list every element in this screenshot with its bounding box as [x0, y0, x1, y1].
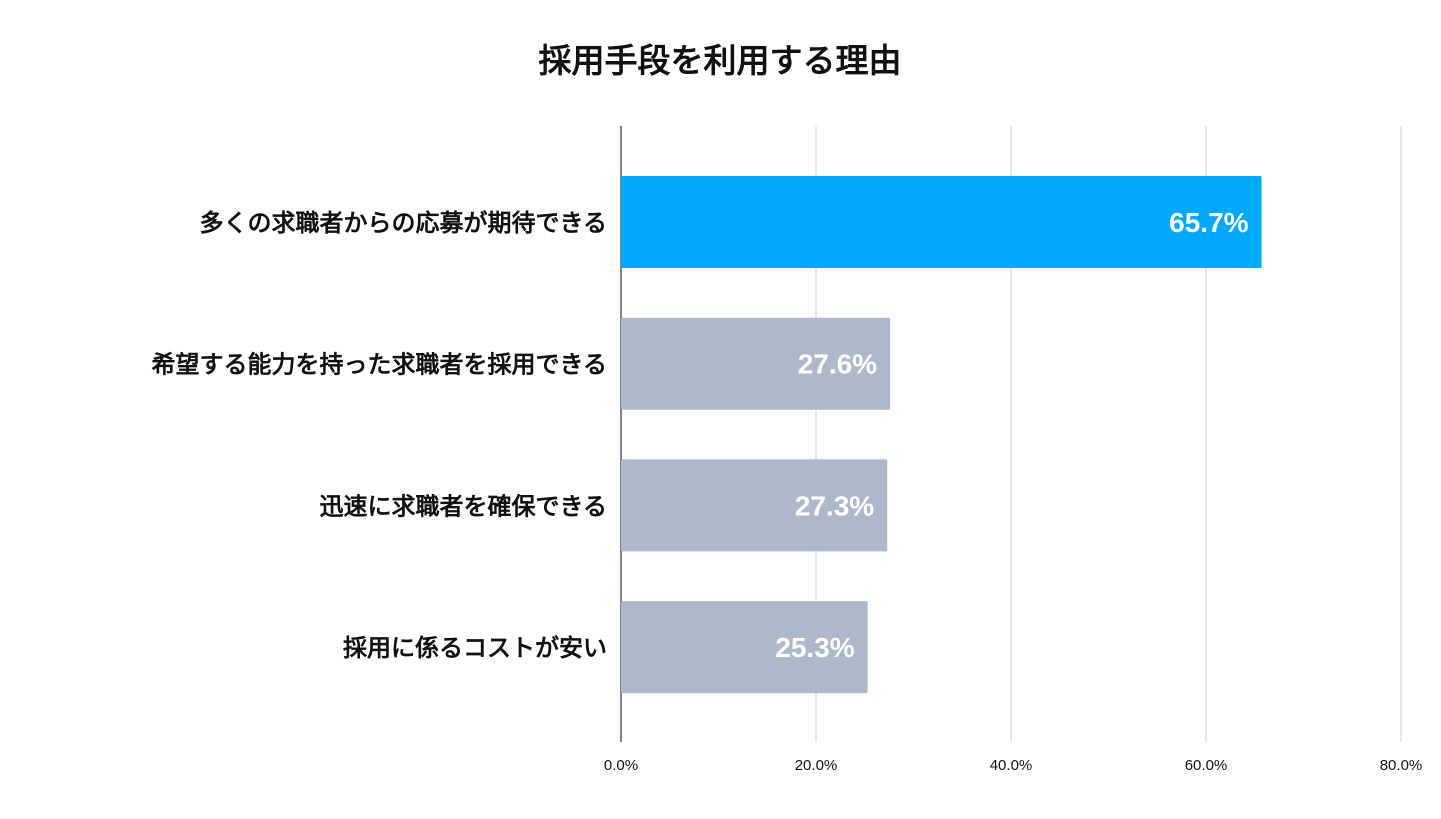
bar-value-label: 65.7%: [1169, 207, 1248, 238]
x-tick-label: 40.0%: [990, 757, 1033, 774]
bar: [621, 601, 868, 694]
bars: 65.7% 27.6% 27.3% 25.3%: [621, 176, 1262, 694]
chart-title: 採用手段を利用する理由: [539, 41, 902, 80]
category-label: 希望する能力を持った求職者を採用できる: [151, 351, 607, 379]
x-tick-label: 0.0%: [604, 757, 638, 774]
x-tick-label: 80.0%: [1380, 757, 1423, 774]
x-axis-ticks: 0.0% 20.0% 40.0% 60.0% 80.0%: [604, 757, 1422, 774]
bar-value-label: 27.3%: [795, 490, 874, 521]
category-label: 多くの求職者からの応募が期待できる: [199, 209, 607, 237]
bar: [621, 176, 1262, 268]
category-label: 採用に係るコストが安い: [343, 634, 607, 662]
category-labels: 多くの求職者からの応募が期待できる希望する能力を持った求職者を採用できる迅速に求…: [151, 209, 607, 662]
bar-value-label: 25.3%: [775, 632, 854, 663]
bar-value-label: 27.6%: [798, 349, 877, 380]
bar: [621, 317, 891, 410]
bar: [621, 459, 888, 552]
x-tick-label: 20.0%: [795, 757, 838, 774]
x-tick-label: 60.0%: [1185, 757, 1228, 774]
category-label: 迅速に求職者を確保できる: [319, 492, 607, 520]
